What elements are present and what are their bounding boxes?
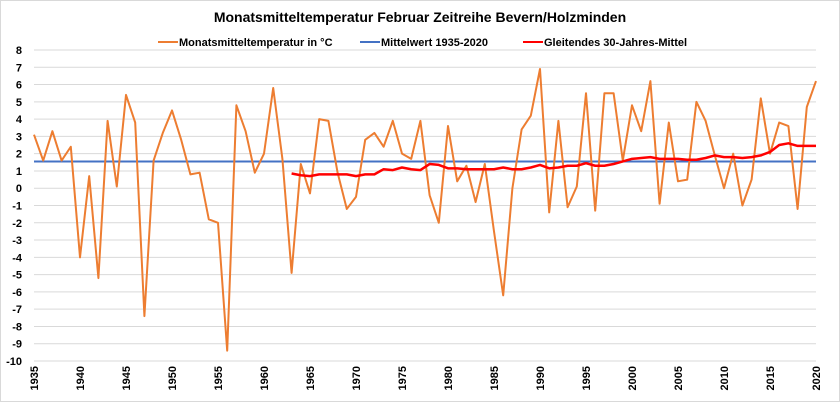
y-tick-label: -6 xyxy=(12,287,22,299)
gridlines xyxy=(34,49,816,362)
x-tick-label: 2020 xyxy=(811,366,823,390)
y-tick-label: 6 xyxy=(16,80,22,92)
x-tick-label: 1985 xyxy=(489,366,501,390)
legend-label: Monatsmitteltemperatur in °C xyxy=(179,37,333,49)
x-tick-label: 1940 xyxy=(75,366,87,390)
y-axis-ticks: 8 7 6 5 4 3 2 1 0 -1 -2 -3 -4 -5 -6 -7 -8 -9 -10 xyxy=(6,45,23,368)
series-line-gleitendes-mittel xyxy=(291,142,816,178)
y-tick-label: -7 xyxy=(12,304,22,316)
x-axis-ticks: 1935 1940 1945 1950 1955 1960 1965 1970 1975 1980… xyxy=(29,366,823,390)
y-tick-label: 1 xyxy=(16,166,22,178)
legend-label: Gleitendes 30-Jahres-Mittel xyxy=(544,37,687,49)
x-tick-label: 1990 xyxy=(535,366,547,390)
y-tick-label: -2 xyxy=(12,218,22,230)
x-tick-label: 2000 xyxy=(627,366,639,390)
y-tick-label: -10 xyxy=(6,356,22,368)
x-tick-label: 1975 xyxy=(397,366,409,390)
chart-title: Monatsmitteltemperatur Februar Zeitreihe… xyxy=(213,9,627,25)
series-line-monatsmittel xyxy=(33,68,817,352)
y-tick-label: 7 xyxy=(16,62,22,74)
x-tick-label: 2005 xyxy=(673,366,685,390)
x-tick-label: 1945 xyxy=(121,366,133,390)
y-tick-label: 3 xyxy=(16,131,22,143)
x-tick-label: 1980 xyxy=(443,366,455,390)
x-tick-label: 1970 xyxy=(351,366,363,390)
y-tick-label: 4 xyxy=(16,114,23,126)
y-tick-label: -1 xyxy=(12,201,22,213)
y-tick-label: 0 xyxy=(16,183,22,195)
series-layer xyxy=(33,68,817,352)
y-tick-label: -5 xyxy=(12,270,22,282)
y-tick-label: -3 xyxy=(12,235,22,247)
y-tick-label: -9 xyxy=(12,339,22,351)
y-tick-label: -4 xyxy=(12,252,23,264)
x-tick-label: 1955 xyxy=(213,366,225,390)
y-tick-label: 8 xyxy=(16,45,22,57)
x-tick-label: 2010 xyxy=(719,366,731,390)
legend-label: Mittelwert 1935-2020 xyxy=(381,37,488,49)
y-tick-label: 5 xyxy=(16,97,22,109)
x-tick-label: 2015 xyxy=(765,366,777,390)
y-tick-label: -8 xyxy=(12,321,22,333)
x-tick-label: 1965 xyxy=(305,366,317,390)
legend: Monatsmitteltemperatur in °C Mittelwert 1… xyxy=(158,37,687,49)
x-tick-label: 1995 xyxy=(581,366,593,390)
x-tick-label: 1950 xyxy=(167,366,179,390)
x-tick-label: 1960 xyxy=(259,366,271,390)
y-tick-label: 2 xyxy=(16,149,22,161)
x-tick-label: 1935 xyxy=(29,366,41,390)
